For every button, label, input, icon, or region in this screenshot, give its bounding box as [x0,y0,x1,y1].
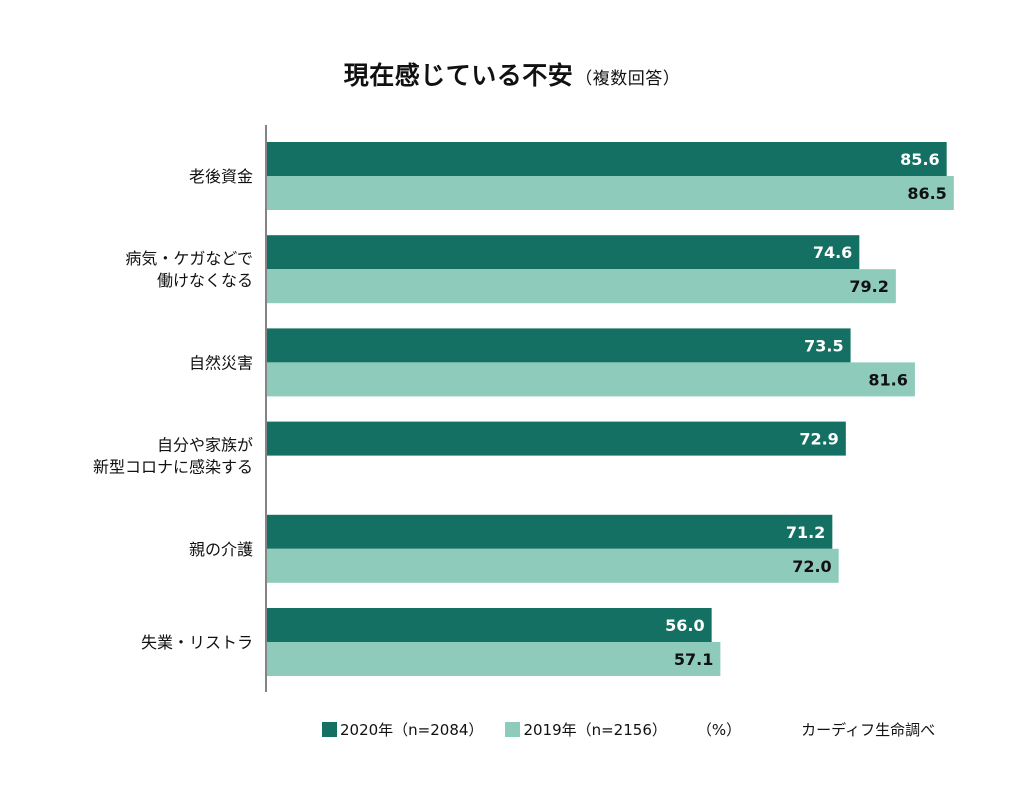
category-label: 自然災害 [189,353,253,372]
chart-title-main: 現在感じている不安 [343,61,574,90]
bar-2020 [267,514,833,549]
bar-2019 [267,269,896,304]
data-label: 81.6 [868,370,907,389]
data-label: 72.0 [792,557,831,576]
bars [267,142,954,676]
source-label: カーディフ生命調べ [801,721,936,739]
data-label: 85.6 [900,150,939,169]
data-label: 57.1 [674,650,713,669]
bar-2020 [267,608,712,642]
category-label-line: 新型コロナに感染する [93,458,253,477]
legend-swatch-2019 [505,722,521,737]
data-label: 56.0 [665,616,704,635]
category-label-line: 失業・リストラ [141,633,253,652]
category-label-line: 老後資金 [189,167,253,186]
category-label: 病気・ケガなどで働けなくなる [125,249,253,290]
category-label-line: 病気・ケガなどで [125,249,253,268]
data-label: 73.5 [804,336,843,355]
legend-label-2020: 2020年（n=2084） [340,721,484,739]
category-label-line: 自然災害 [189,353,253,372]
legend: 2020年（n=2084） 2019年（n=2156） （%） カーディフ生命調… [322,719,935,740]
bar-2020 [267,235,860,270]
bar-2019 [267,176,954,210]
unit-label: （%） [696,721,742,739]
category-label-line: 親の介護 [189,540,253,559]
data-label: 72.9 [799,430,838,449]
chart-subtitle: （複数回答） [575,69,681,89]
category-label: 親の介護 [189,540,253,559]
data-label: 79.2 [849,277,888,296]
bar-2020 [267,421,846,456]
bar-2020 [267,142,947,176]
category-label: 自分や家族が新型コロナに感染する [93,436,253,477]
bar-2020 [267,328,851,363]
category-label-line: 働けなくなる [157,271,253,290]
data-label: 74.6 [813,243,852,262]
category-label: 失業・リストラ [141,633,253,652]
bar-2019 [267,642,721,676]
legend-item-2019: 2019年（n=2156） [505,719,667,740]
category-label-line: 自分や家族が [157,436,253,455]
chart-title: 現在感じている不安 （複数回答） [0,56,1024,92]
value-labels: 85.6 86.5 74.6 79.2 73.5 81.6 72.9 71.2 72.0 56.0… [665,150,947,669]
bar-2019 [267,362,915,397]
category-label: 老後資金 [189,167,253,186]
data-label: 71.2 [786,523,825,542]
legend-label-2019: 2019年（n=2156） [523,721,667,739]
bar-2019 [267,548,839,583]
legend-swatch-2020 [322,722,337,737]
data-label: 86.5 [907,184,946,203]
legend-item-2020: 2020年（n=2084） [322,719,483,740]
category-labels: 老後資金病気・ケガなどで働けなくなる自然災害自分や家族が新型コロナに感染する親の… [93,167,253,652]
